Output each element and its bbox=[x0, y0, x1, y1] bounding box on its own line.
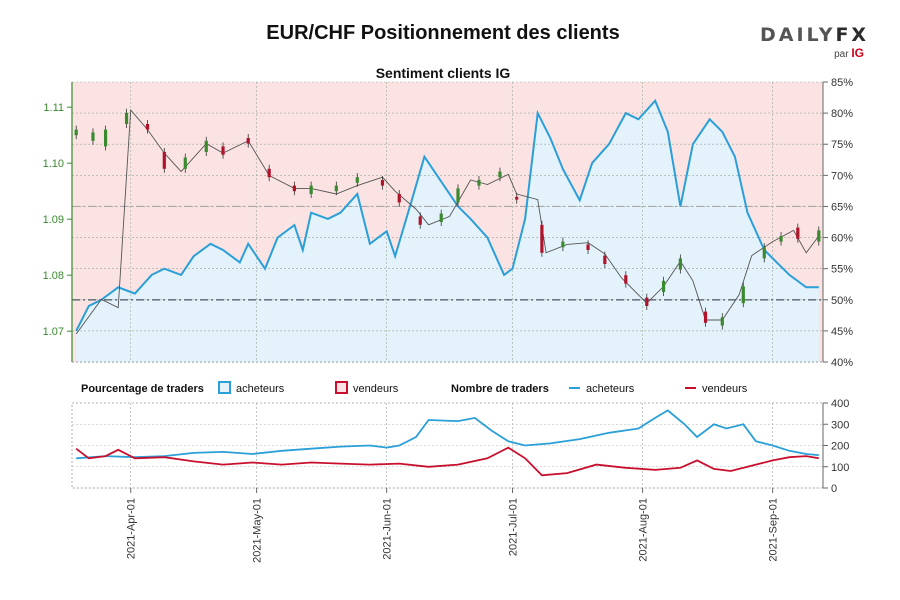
brand-wordmark: DAILYFX bbox=[760, 24, 870, 46]
left-tick-label: 1.09 bbox=[43, 214, 64, 226]
chart-subtitle: Sentiment clients IG bbox=[375, 65, 511, 81]
lower-right-tick-label: 300 bbox=[831, 419, 849, 431]
right-tick-label: 50% bbox=[831, 295, 853, 307]
left-tick-label: 1.11 bbox=[43, 102, 64, 114]
candle bbox=[204, 140, 208, 152]
candle bbox=[762, 247, 766, 259]
legend-pct-buyers-swatch bbox=[218, 381, 231, 394]
candle bbox=[380, 180, 385, 186]
dailyfx-logo: DAILYFX par IG bbox=[760, 24, 870, 64]
candle bbox=[292, 185, 296, 192]
lower-right-tick-label: 200 bbox=[831, 441, 849, 453]
ig-logo: IG bbox=[851, 46, 864, 60]
candle bbox=[603, 255, 607, 264]
candle bbox=[586, 244, 590, 250]
candle bbox=[124, 112, 129, 124]
x-tick-label: 2021-Sep-01 bbox=[768, 498, 780, 562]
left-tick-label: 1.08 bbox=[43, 270, 64, 282]
brand-by: par bbox=[834, 49, 849, 60]
candle bbox=[418, 216, 422, 225]
right-tick-label: 60% bbox=[831, 233, 853, 245]
right-tick-label: 75% bbox=[831, 139, 853, 151]
candle bbox=[397, 194, 401, 203]
x-tick-label: 2021-May-01 bbox=[252, 498, 264, 563]
candle bbox=[703, 311, 708, 323]
left-tick-label: 1.10 bbox=[43, 158, 64, 170]
candle bbox=[246, 138, 250, 144]
candle bbox=[817, 230, 821, 242]
right-tick-label: 85% bbox=[831, 77, 853, 89]
right-tick-label: 80% bbox=[831, 108, 853, 120]
buyers-zone bbox=[76, 100, 819, 362]
legend-count-buyers-label: acheteurs bbox=[586, 383, 635, 395]
lower-right-tick-label: 0 bbox=[831, 483, 837, 495]
candle bbox=[334, 185, 338, 192]
x-tick-label: 2021-Aug-01 bbox=[638, 498, 650, 562]
buyers-pct-series bbox=[75, 98, 819, 332]
right-tick-label: 45% bbox=[831, 326, 853, 338]
legend-pct-sellers-swatch bbox=[335, 381, 348, 394]
candle bbox=[477, 180, 481, 186]
x-tick-label: 2021-Apr-01 bbox=[126, 498, 138, 559]
price-series bbox=[74, 108, 821, 335]
candle bbox=[162, 152, 166, 169]
candle bbox=[103, 129, 108, 147]
candle bbox=[720, 317, 724, 326]
x-tick-label: 2021-Jun-01 bbox=[382, 498, 394, 560]
legend-count-label: Nombre de traders bbox=[451, 383, 549, 395]
left-tick-label: 1.07 bbox=[43, 326, 64, 338]
trader-count-panel: 0 100 200 300 400 2021-Apr-01 2021-May-01 2021-… bbox=[71, 398, 849, 563]
candle bbox=[515, 196, 519, 200]
right-tick-label: 65% bbox=[831, 201, 853, 213]
sellers-count-line bbox=[75, 446, 819, 477]
candle bbox=[741, 286, 745, 304]
chart-title: EUR/CHF Positionnement des clients bbox=[266, 22, 620, 44]
right-tick-label: 55% bbox=[831, 264, 853, 276]
candle bbox=[355, 177, 359, 183]
candle bbox=[796, 227, 800, 239]
candle bbox=[267, 168, 271, 178]
candle bbox=[91, 132, 95, 141]
candle bbox=[540, 224, 544, 253]
candle bbox=[456, 188, 460, 203]
buyers-count-line bbox=[76, 409, 819, 460]
candle bbox=[678, 258, 682, 270]
right-tick-label: 70% bbox=[831, 170, 853, 182]
candle bbox=[74, 129, 78, 136]
legend-pct-buyers-label: acheteurs bbox=[236, 383, 285, 395]
candle bbox=[624, 275, 628, 284]
legend-pct-label: Pourcentage de traders bbox=[81, 383, 204, 395]
candle bbox=[498, 171, 502, 178]
legend: Pourcentage de traders acheteurs vendeur… bbox=[81, 381, 748, 395]
legend-count-sellers-label: vendeurs bbox=[702, 383, 748, 395]
lower-right-tick-label: 400 bbox=[831, 398, 849, 410]
legend-pct-sellers-label: vendeurs bbox=[353, 383, 399, 395]
lower-right-tick-label: 100 bbox=[831, 462, 849, 474]
candle bbox=[145, 124, 150, 130]
x-tick-label: 2021-Jul-01 bbox=[508, 498, 520, 556]
brand-byline: par IG bbox=[834, 46, 864, 60]
candle bbox=[779, 236, 783, 242]
candle bbox=[661, 280, 666, 292]
sentiment-zones bbox=[72, 82, 823, 362]
candle bbox=[221, 146, 225, 155]
candle bbox=[439, 213, 443, 222]
candle bbox=[309, 185, 313, 194]
buyers-pct-line bbox=[75, 98, 819, 332]
brand-main: DAILY bbox=[760, 24, 836, 46]
candle bbox=[561, 241, 565, 248]
candle bbox=[645, 297, 649, 306]
axes: 1.07 1.08 1.09 1.10 1.11 40% 45% 50% 55% 60% 65% 70… bbox=[43, 77, 854, 369]
brand-fx: FX bbox=[835, 24, 870, 46]
right-tick-label: 40% bbox=[831, 357, 853, 369]
candle bbox=[183, 157, 187, 169]
